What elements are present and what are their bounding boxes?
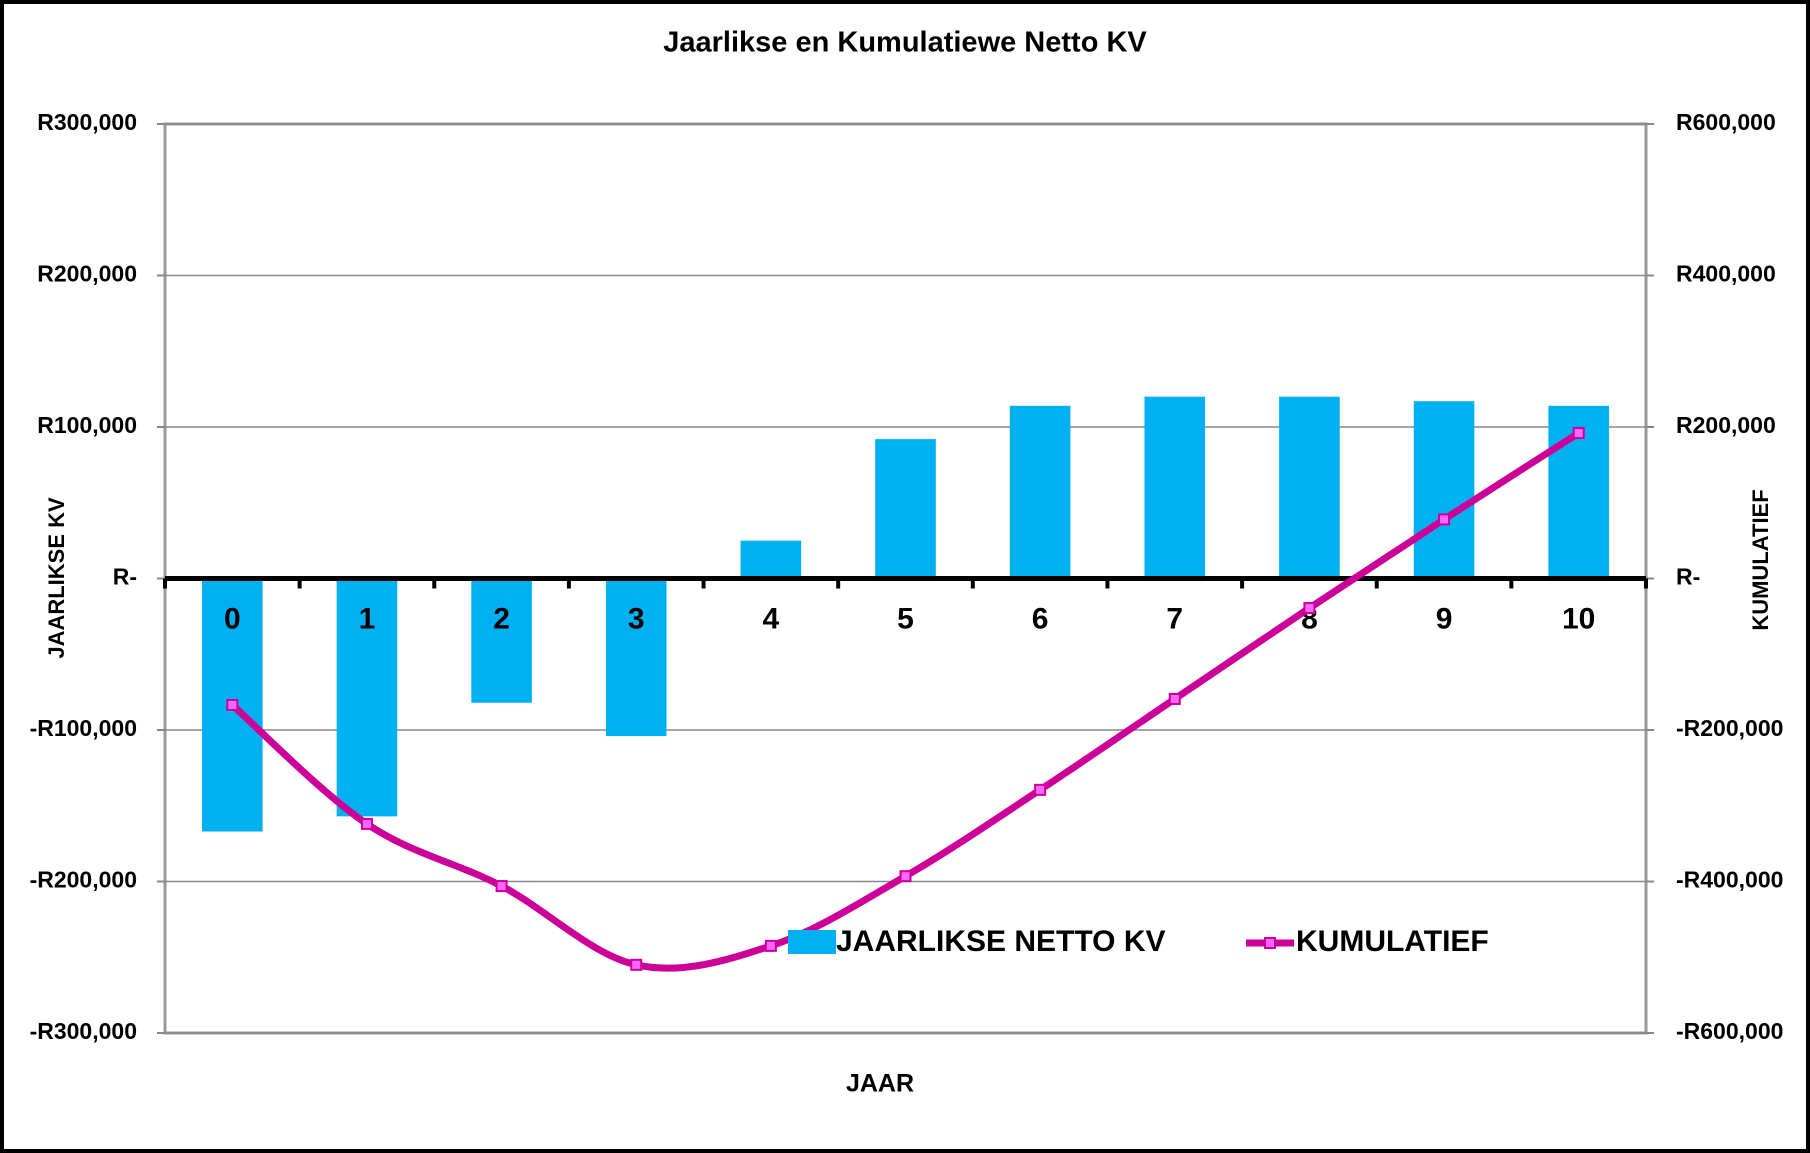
x-tick-label: 2 xyxy=(493,602,510,635)
y-tick-label: R- xyxy=(113,564,137,590)
x-tick-label: 7 xyxy=(1166,602,1183,635)
legend-label: JAARLIKSE NETTO KV xyxy=(836,925,1166,958)
line-marker xyxy=(630,958,643,971)
bar xyxy=(1144,396,1206,579)
line-marker xyxy=(899,870,912,883)
y2-axis-label: KUMULATIEF xyxy=(1748,489,1773,630)
y-tick-label: R300,000 xyxy=(37,109,137,135)
bar xyxy=(875,439,936,579)
line-marker xyxy=(495,880,508,893)
x-tick-label: 0 xyxy=(224,602,241,635)
line-marker xyxy=(1034,783,1047,796)
x-tick-label: 9 xyxy=(1436,602,1453,635)
x-tick-label: 6 xyxy=(1032,602,1049,635)
bar xyxy=(1413,401,1475,579)
x-tick-label: 5 xyxy=(897,602,914,635)
y-axis-label: JAARLIKSE KV xyxy=(44,497,69,659)
x-tick-label: 4 xyxy=(763,602,780,635)
chart-title: Jaarlikse en Kumulatiewe Netto KV xyxy=(663,27,1147,59)
line-marker xyxy=(360,817,373,830)
y2-tick-label: R600,000 xyxy=(1676,109,1776,135)
y-tick-label: -R200,000 xyxy=(30,867,137,893)
legend-swatch xyxy=(788,930,836,954)
bar xyxy=(605,578,667,737)
y2-tick-label: -R200,000 xyxy=(1676,715,1783,741)
legend-label: KUMULATIEF xyxy=(1296,925,1489,958)
bar xyxy=(1009,405,1071,579)
y2-tick-label: R200,000 xyxy=(1676,412,1776,438)
y2-tick-label: -R600,000 xyxy=(1676,1018,1783,1044)
y-tick-label: R100,000 xyxy=(37,412,137,438)
y2-tick-label: R- xyxy=(1676,564,1700,590)
bar xyxy=(471,578,532,703)
line-marker xyxy=(1572,427,1585,440)
line-marker xyxy=(1438,513,1451,526)
x-tick-label: 10 xyxy=(1562,602,1595,635)
y-tick-label: R200,000 xyxy=(37,261,137,287)
x-axis-label: JAAR xyxy=(846,1070,914,1098)
y2-tick-label: -R400,000 xyxy=(1676,867,1783,893)
y2-tick-label: R400,000 xyxy=(1676,261,1776,287)
y-tick-label: -R100,000 xyxy=(30,715,137,741)
line-marker xyxy=(1303,602,1316,615)
y-tick-label: -R300,000 xyxy=(30,1018,137,1044)
line-marker xyxy=(764,939,777,952)
bar xyxy=(740,540,802,579)
bar xyxy=(1279,396,1340,579)
legend-swatch xyxy=(1264,937,1276,949)
line-marker xyxy=(226,699,239,712)
x-tick-label: 1 xyxy=(359,602,376,635)
bar xyxy=(336,578,398,817)
line-marker xyxy=(1168,692,1181,705)
x-tick-label: 3 xyxy=(628,602,645,635)
